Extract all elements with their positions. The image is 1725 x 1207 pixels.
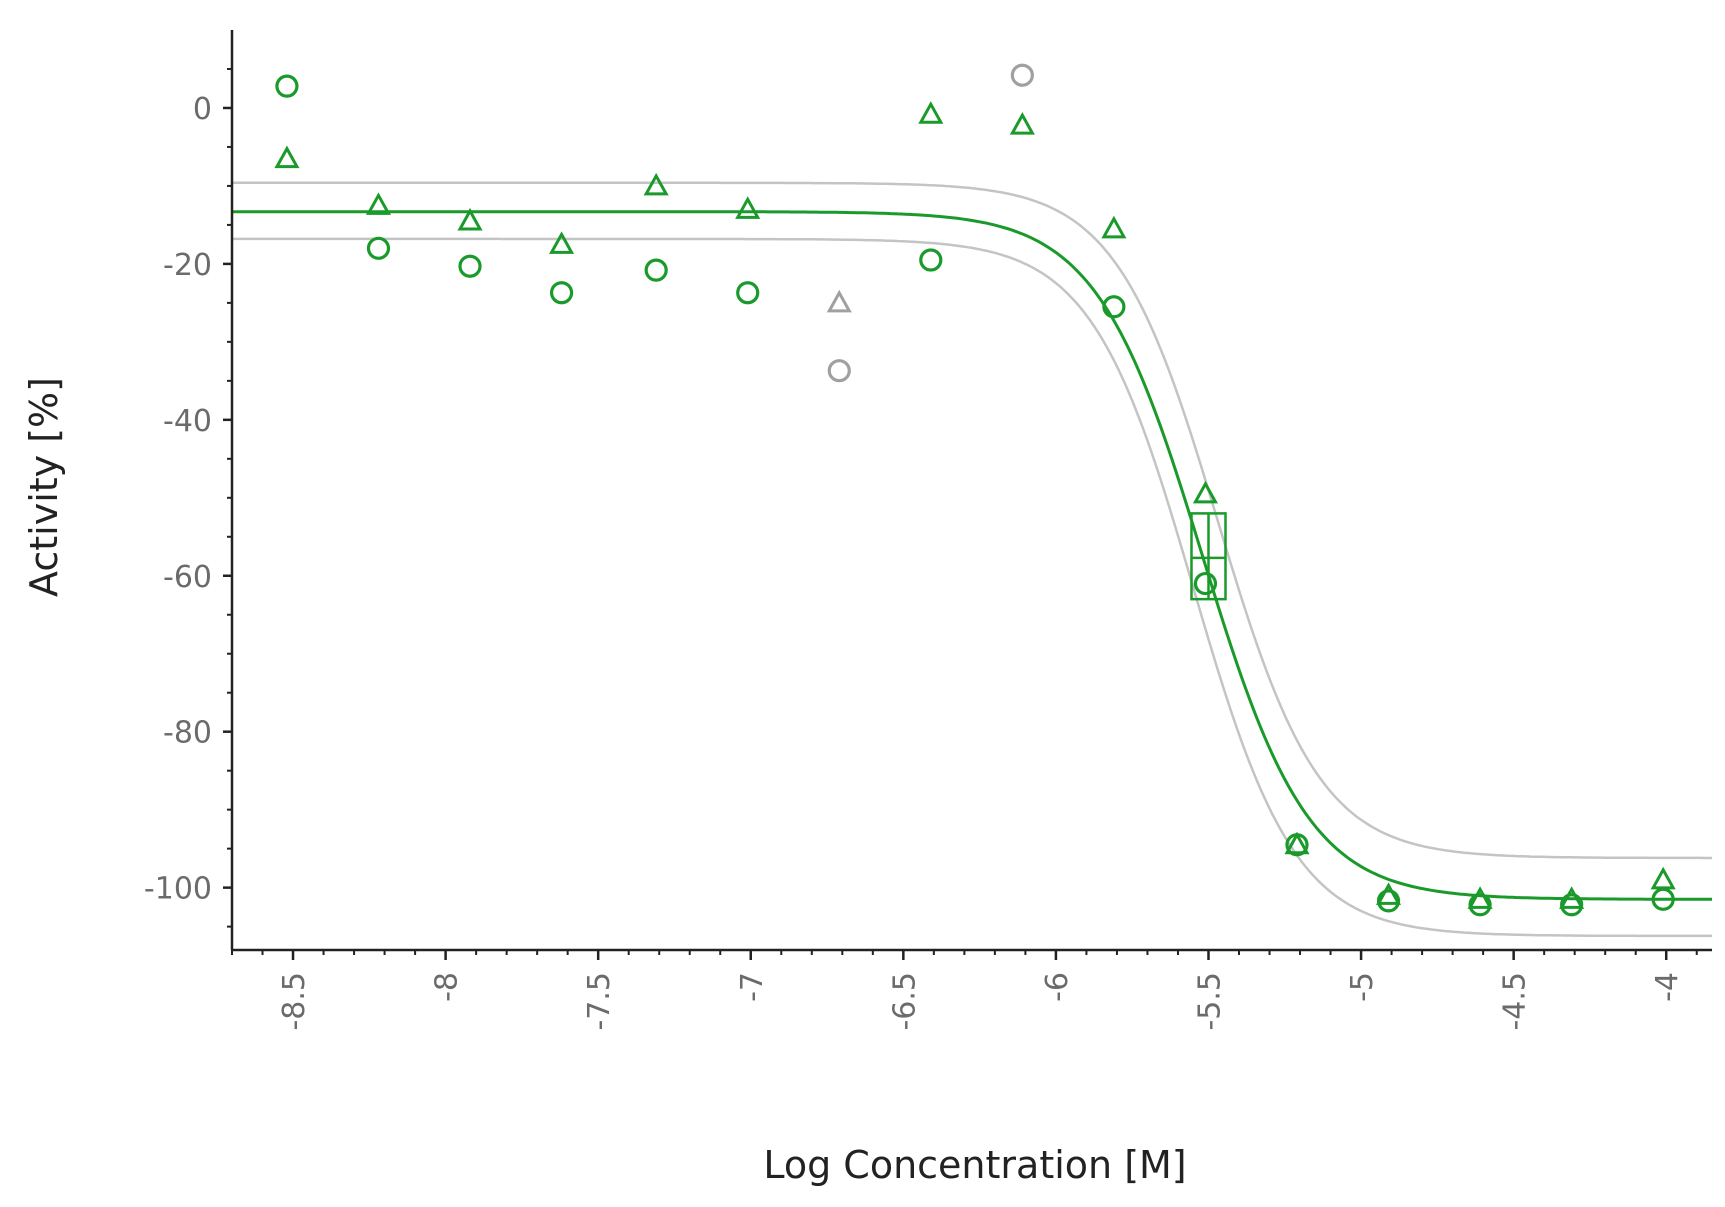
y-tick-label: -40 bbox=[163, 404, 212, 439]
ic50-marker-layer bbox=[1190, 512, 1227, 601]
y-tick-label: -80 bbox=[163, 716, 212, 751]
excluded-circle-point bbox=[1010, 63, 1034, 87]
x-tick-label: -6 bbox=[1040, 972, 1075, 1002]
confidence-band-lower bbox=[232, 237, 1712, 938]
y-tick-label: -20 bbox=[163, 248, 212, 283]
excluded-circle-point bbox=[827, 359, 851, 383]
circle-point bbox=[1102, 295, 1126, 319]
circle-point bbox=[1285, 833, 1309, 857]
excluded-triangle-point bbox=[826, 289, 852, 313]
triangle-point bbox=[918, 101, 944, 124]
circle-point bbox=[1468, 893, 1492, 917]
y-tick-label: 0 bbox=[193, 92, 212, 127]
x-tick-label: -7 bbox=[735, 972, 770, 1002]
x-axis-title: Log Concentration [M] bbox=[763, 1143, 1186, 1187]
circle-point bbox=[1376, 889, 1401, 913]
circle-point bbox=[275, 74, 299, 98]
y-tick-label: -100 bbox=[144, 872, 212, 907]
confidence-band-upper bbox=[232, 181, 1712, 860]
circle-point bbox=[1193, 571, 1218, 596]
x-tick-label: -6.5 bbox=[887, 972, 922, 1031]
triangle-point bbox=[365, 192, 392, 215]
x-tick-label: -8.5 bbox=[277, 972, 312, 1031]
x-tick-label: -7.5 bbox=[582, 972, 617, 1031]
triangle-point bbox=[1650, 866, 1676, 890]
triangle-point bbox=[457, 207, 483, 231]
triangle-point bbox=[1375, 882, 1402, 905]
triangle-point bbox=[1009, 112, 1035, 135]
data-points-layer bbox=[274, 63, 1676, 917]
circle-point bbox=[458, 254, 482, 278]
circle-point bbox=[736, 281, 760, 305]
fit-curve bbox=[232, 210, 1712, 901]
triangle-point bbox=[1284, 831, 1310, 855]
triangle-point bbox=[643, 172, 669, 196]
circle-point bbox=[919, 248, 943, 272]
circle-point bbox=[1651, 887, 1675, 911]
circle-point bbox=[644, 258, 668, 282]
axes: 0 -20 -40 -60 -80 -100 -8.5 -8 -7.5 -7 -6.5 -6 -5.5 -… bbox=[144, 30, 1712, 1031]
circle-point bbox=[1560, 893, 1584, 917]
triangle-point bbox=[549, 231, 575, 254]
confidence-band bbox=[232, 181, 1712, 938]
circle-point bbox=[366, 236, 391, 260]
triangle-point bbox=[1467, 886, 1493, 909]
y-axis-title: Activity [%] bbox=[22, 377, 66, 597]
triangle-point bbox=[735, 196, 761, 219]
triangle-point bbox=[1101, 215, 1127, 239]
triangle-point bbox=[274, 145, 300, 169]
x-tick-label: -5 bbox=[1345, 972, 1380, 1002]
circle-point bbox=[549, 281, 574, 305]
fit-curve-layer bbox=[232, 210, 1712, 901]
y-tick-label: -60 bbox=[163, 560, 212, 595]
x-tick-label: -5.5 bbox=[1192, 972, 1227, 1031]
x-tick-label: -4.5 bbox=[1498, 972, 1533, 1031]
triangle-point bbox=[1192, 480, 1218, 504]
triangle-point bbox=[1559, 886, 1585, 909]
x-tick-label: -4 bbox=[1650, 972, 1685, 1002]
x-tick-label: -8 bbox=[430, 972, 465, 1002]
